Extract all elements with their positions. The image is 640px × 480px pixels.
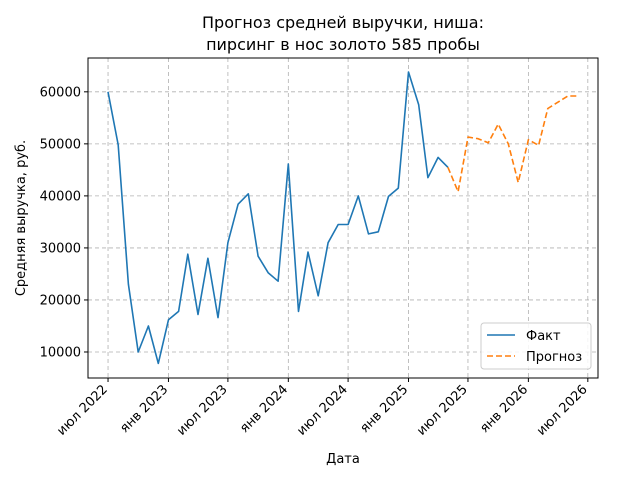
x-tick-label: янв 2025 xyxy=(357,382,411,436)
series-line-forecast xyxy=(447,95,578,193)
series-lines xyxy=(107,71,578,365)
plot-frame xyxy=(87,57,599,379)
x-tick-label: янв 2024 xyxy=(237,382,291,436)
x-tick-label: июл 2024 xyxy=(294,382,351,439)
y-tick-label: 40000 xyxy=(40,189,81,204)
x-tick-label: янв 2026 xyxy=(477,382,531,436)
y-axis-ticks: 10000 20000 30000 40000 50000 60000 xyxy=(40,85,88,360)
x-tick-label: июл 2022 xyxy=(54,382,111,439)
chart-title-line-1: Прогноз средней выручки, ниша: xyxy=(202,13,484,32)
y-tick-label: 50000 xyxy=(40,137,81,152)
series-line-fact xyxy=(107,71,449,365)
y-tick-label: 60000 xyxy=(40,85,81,100)
x-tick-label: июл 2023 xyxy=(174,382,231,439)
y-tick-label: 30000 xyxy=(40,241,81,256)
x-axis-ticks: июл 2022 янв 2023 июл 2023 янв 2024 июл 2024… xyxy=(54,378,591,439)
legend-label-forecast: Прогноз xyxy=(526,350,582,365)
x-tick-label: янв 2023 xyxy=(117,382,171,436)
y-tick-label: 10000 xyxy=(40,345,81,360)
x-tick-label: июл 2026 xyxy=(534,382,591,439)
x-axis-label: Дата xyxy=(326,452,360,467)
y-axis-label: Средняя выручка, руб. xyxy=(14,140,29,296)
chart-title-line-2: пирсинг в нос золото 585 пробы xyxy=(206,35,480,54)
x-tick-label: июл 2025 xyxy=(414,382,471,439)
legend-label-fact: Факт xyxy=(526,329,561,344)
legend: Факт Прогноз xyxy=(480,322,592,370)
y-tick-label: 20000 xyxy=(40,293,81,308)
